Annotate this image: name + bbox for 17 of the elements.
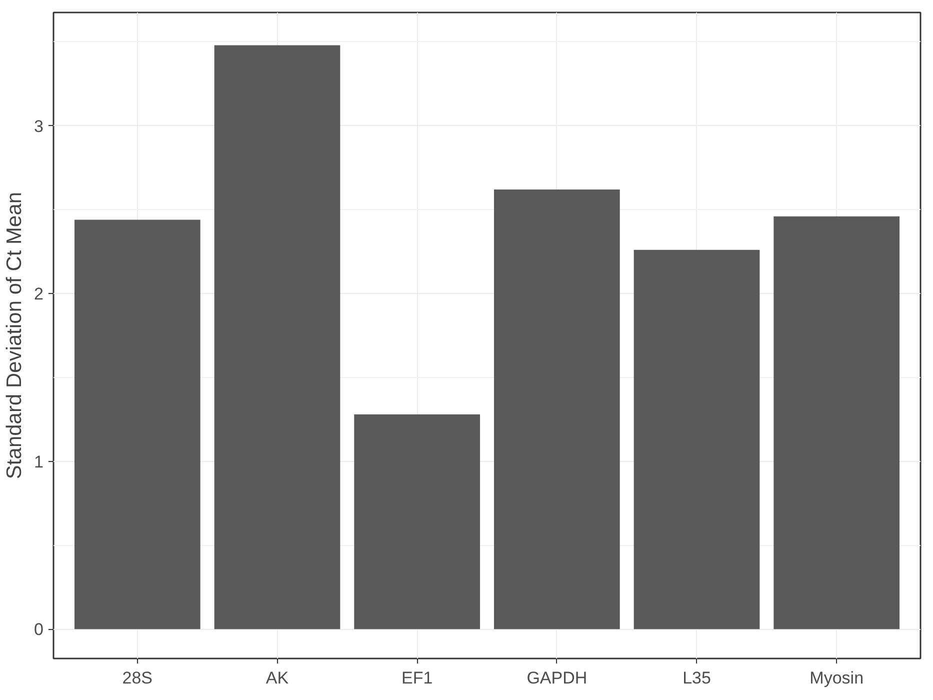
bar [354, 414, 480, 630]
bar [74, 220, 200, 630]
x-tick-label: 28S [122, 668, 153, 688]
bar [494, 190, 620, 630]
y-tick-label: 3 [34, 116, 44, 136]
x-tick-label: AK [266, 668, 290, 688]
y-tick-label: 1 [34, 452, 44, 472]
bar [634, 250, 760, 630]
y-tick-label: 2 [34, 284, 44, 304]
y-tick-label: 0 [34, 620, 44, 640]
x-tick-label: GAPDH [526, 668, 588, 688]
x-tick-label: EF1 [401, 668, 433, 688]
bar [774, 216, 900, 630]
y-axis-title: Standard Deviation of Ct Mean [3, 192, 26, 480]
bar [214, 45, 340, 630]
x-tick-label: Myosin [810, 668, 864, 688]
x-tick-label: L35 [682, 668, 711, 688]
